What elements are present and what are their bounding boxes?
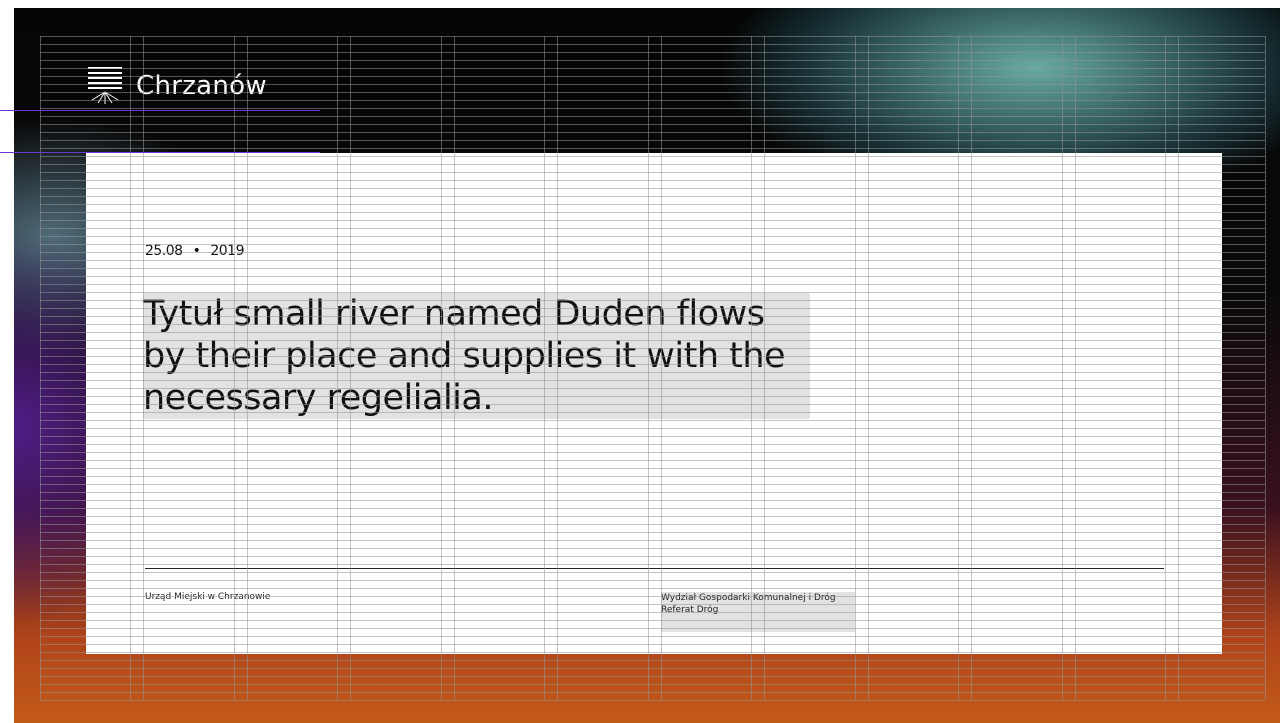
grid-overlay [0, 0, 1280, 723]
page: Chrzanów 25.08•2019 Tytuł small river na… [0, 0, 1280, 723]
